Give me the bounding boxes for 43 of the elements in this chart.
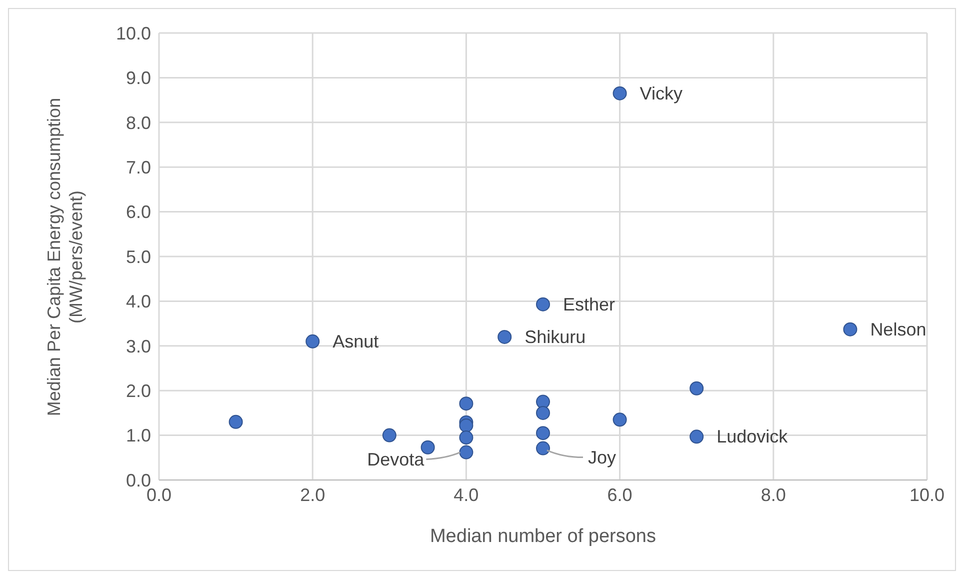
y-tick-label: 1.0 <box>126 426 151 446</box>
y-tick-label: 4.0 <box>126 292 151 312</box>
point <box>459 430 474 445</box>
y-tick-label: 5.0 <box>126 246 151 267</box>
y-tick-label: 3.0 <box>126 336 151 356</box>
point <box>612 412 627 427</box>
y-tick-label: 2.0 <box>126 380 151 401</box>
point <box>498 330 512 344</box>
point <box>459 396 474 411</box>
annotation: Asnut <box>332 331 379 352</box>
y-tick-label: 6.0 <box>126 202 151 222</box>
point <box>612 86 627 100</box>
annotation: Shikuru <box>524 326 586 347</box>
point <box>228 414 243 429</box>
annotation: Ludovick <box>716 426 789 447</box>
annotation: Devota <box>367 449 426 470</box>
x-axis-title: Median number of persons <box>430 526 656 547</box>
point <box>306 334 320 348</box>
point <box>536 441 550 456</box>
annotation: Joy <box>588 447 616 468</box>
annotation: Esther <box>563 294 616 314</box>
point <box>536 426 550 440</box>
y-tick-label: 8.0 <box>126 112 151 133</box>
y-tick-label: 10.0 <box>116 23 151 44</box>
annotation: Vicky <box>640 83 682 104</box>
x-tick-label: 6.0 <box>607 484 632 505</box>
point <box>690 381 704 396</box>
point <box>459 418 474 432</box>
point <box>843 322 858 336</box>
x-tick-label: 2.0 <box>300 484 326 505</box>
x-tick-label: 10.0 <box>909 484 945 505</box>
point <box>536 406 550 420</box>
point <box>420 440 435 454</box>
y-tick-label: 7.0 <box>126 157 151 178</box>
point <box>690 430 704 444</box>
annotation: Nelson <box>870 319 926 340</box>
x-tick-label: 8.0 <box>760 484 786 505</box>
x-tick-label: 4.0 <box>454 484 479 505</box>
point <box>536 297 550 312</box>
y-tick-label: 9.0 <box>126 68 151 88</box>
point <box>382 428 396 442</box>
point <box>459 445 474 460</box>
y-axis-title: Median Per Capita Energy consumption (MW/pers/event) <box>44 98 86 416</box>
